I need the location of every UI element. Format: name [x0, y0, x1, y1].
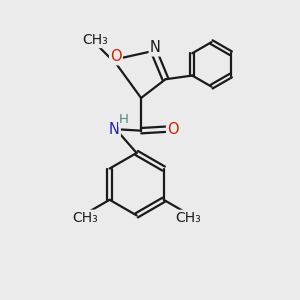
Text: H: H — [119, 113, 129, 126]
Text: CH₃: CH₃ — [176, 211, 201, 225]
Text: CH₃: CH₃ — [72, 211, 98, 225]
Text: N: N — [109, 122, 120, 137]
Text: CH₃: CH₃ — [82, 33, 108, 47]
Text: O: O — [167, 122, 179, 137]
Text: O: O — [110, 49, 122, 64]
Text: N: N — [150, 40, 160, 56]
